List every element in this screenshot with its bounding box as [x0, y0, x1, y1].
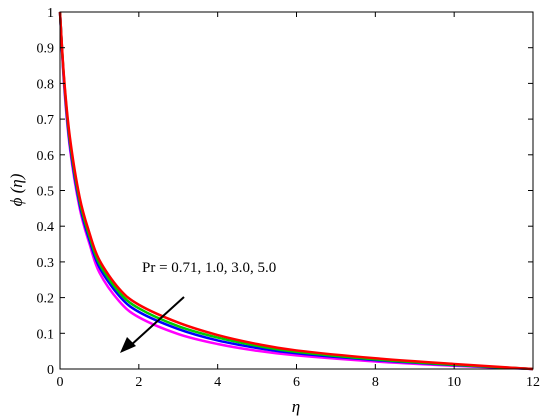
plot-frame: [59, 11, 534, 370]
series-line-2: [58, 11, 534, 371]
series-line-3: [58, 11, 534, 371]
annotation-arrow-line: [129, 296, 185, 347]
x-tick-label: 0: [57, 375, 64, 390]
annotation-group: Pr = 0.71, 1.0, 3.0, 5.0: [120, 260, 276, 353]
x-tick-label: 10: [447, 375, 461, 390]
y-tick-label: 0.5: [37, 185, 55, 200]
y-tick-label: 0.3: [37, 256, 55, 271]
y-tick-label: 0.2: [37, 292, 55, 307]
y-tick-label: 0.4: [37, 220, 55, 235]
y-tick-label: 0.1: [37, 327, 55, 342]
annotation-text: Pr = 0.71, 1.0, 3.0, 5.0: [142, 260, 276, 276]
axis-ticks: 0 2 4 6 8 10 12 0 0.1 0.2 0.3 0.4 0.5 0.6 0.7 0.8 0.9 1: [37, 6, 541, 390]
x-axis-label: η: [292, 397, 300, 416]
x-tick-label: 2: [135, 375, 142, 390]
x-tick-label: 4: [214, 375, 221, 390]
y-tick-label: 0: [47, 363, 54, 378]
y-tick-label: 0.6: [37, 149, 55, 164]
x-tick-label: 6: [293, 375, 300, 390]
x-tick-label: 8: [372, 375, 379, 390]
y-tick-label: 0.8: [37, 77, 55, 92]
x-tick-label: 12: [526, 375, 540, 390]
y-tick-label: 0.7: [37, 113, 55, 128]
annotation-arrowhead: [120, 337, 136, 353]
y-tick-label: 1: [47, 6, 54, 21]
y-axis-label: ϕ (η): [7, 173, 26, 206]
y-tick-label: 0.9: [37, 42, 55, 57]
series-line-0: [58, 11, 534, 371]
chart-marks: [58, 11, 534, 371]
series-line-1: [58, 11, 534, 371]
